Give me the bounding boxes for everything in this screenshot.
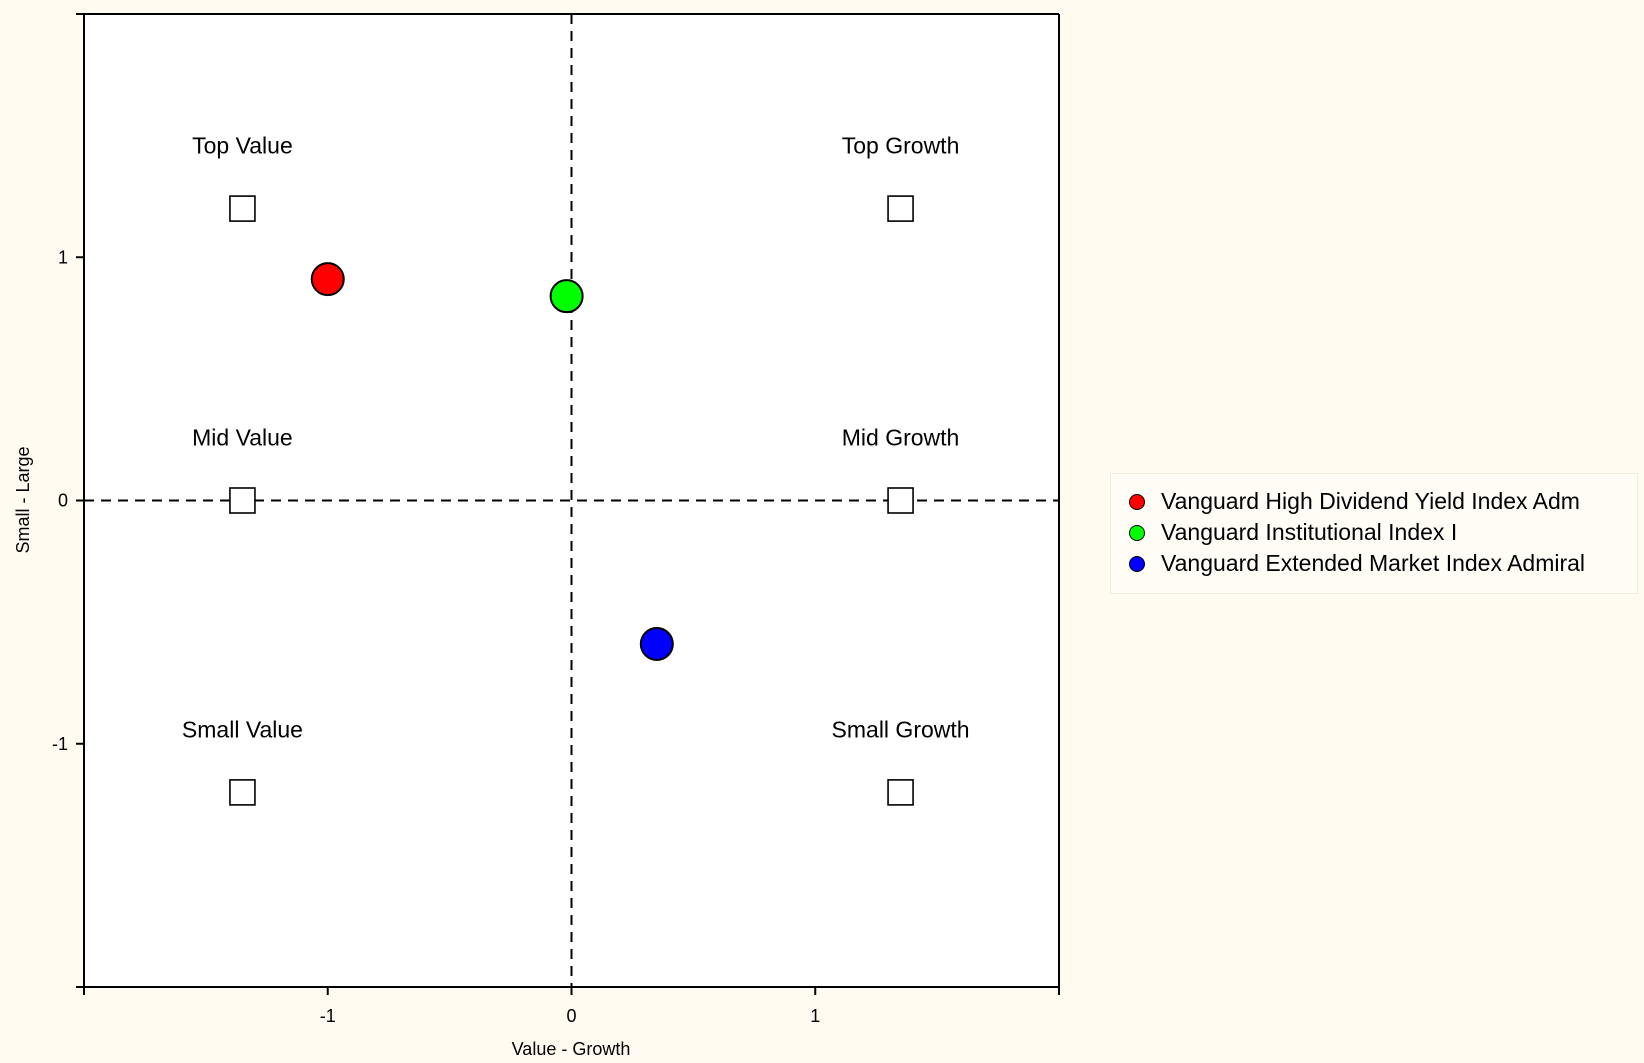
- style-box-mid-growth: [887, 487, 914, 514]
- x-tick-label: 0: [566, 1006, 576, 1026]
- y-tick-label: 0: [58, 491, 68, 511]
- style-box-label-mid-growth: Mid Growth: [842, 425, 960, 451]
- style-box-label-top-value: Top Value: [192, 133, 293, 159]
- style-box-top-value: [229, 195, 256, 222]
- data-point-1: [310, 262, 345, 297]
- y-tick-label: 1: [58, 247, 68, 267]
- style-box-label-top-growth: Top Growth: [842, 133, 960, 159]
- legend-label: Vanguard High Dividend Yield Index Adm: [1161, 488, 1580, 514]
- style-box-label-small-value: Small Value: [182, 716, 303, 742]
- style-box-label-mid-value: Mid Value: [192, 425, 293, 451]
- legend: Vanguard High Dividend Yield Index Adm Va…: [1110, 473, 1638, 594]
- legend-swatch: [1129, 555, 1145, 572]
- legend-label: Vanguard Extended Market Index Admiral: [1161, 550, 1586, 576]
- x-tick-label: 1: [810, 1006, 820, 1026]
- axis-ticks: -1 0 1 1 0 -1: [52, 13, 1060, 1026]
- style-boxes: Top Value Top Growth Mid Value Mid Growth Sm…: [182, 133, 970, 806]
- style-box-small-growth: [887, 779, 914, 806]
- x-axis-label: Value - Growth: [512, 1039, 631, 1059]
- style-box-top-growth: [887, 195, 914, 222]
- style-box-small-value: [229, 779, 256, 806]
- legend-swatch: [1129, 493, 1145, 510]
- style-box-label-small-growth: Small Growth: [832, 716, 970, 742]
- data-point-3: [639, 627, 674, 662]
- legend-item-1: Vanguard High Dividend Yield Index Adm: [1129, 486, 1637, 517]
- data-point-2: [549, 279, 584, 314]
- legend-item-3: Vanguard Extended Market Index Admiral: [1129, 548, 1637, 579]
- style-box-mid-value: [229, 487, 256, 514]
- y-tick-label: -1: [52, 734, 68, 754]
- legend-label: Vanguard Institutional Index I: [1161, 519, 1458, 545]
- x-tick-label: -1: [320, 1006, 336, 1026]
- legend-item-2: Vanguard Institutional Index I: [1129, 517, 1637, 548]
- data-points: [310, 262, 674, 662]
- legend-swatch: [1129, 524, 1145, 541]
- y-axis-label: Small - Large: [13, 446, 33, 553]
